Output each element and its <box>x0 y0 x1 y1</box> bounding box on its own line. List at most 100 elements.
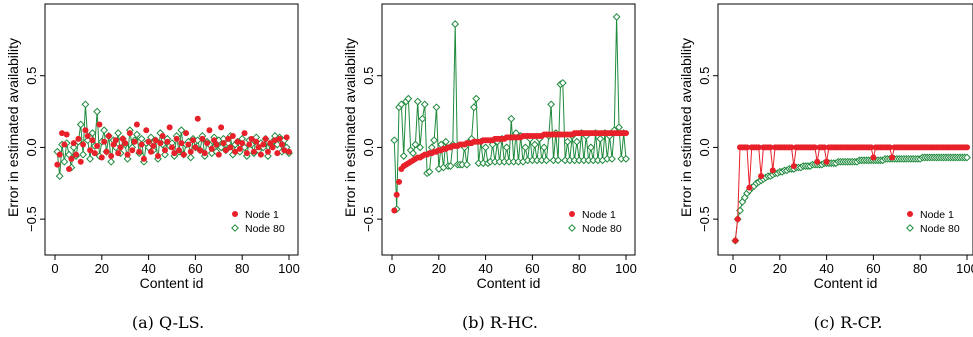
data-point <box>70 140 77 147</box>
data-point <box>411 140 420 149</box>
plot-frame <box>717 3 973 256</box>
data-point <box>586 143 595 152</box>
data-point <box>218 124 225 131</box>
data-point <box>886 144 893 151</box>
data-point <box>180 151 187 158</box>
data-point <box>147 148 154 155</box>
data-point <box>622 154 630 163</box>
data-point <box>122 140 129 147</box>
data-point <box>283 134 290 141</box>
x-tick-label: 40 <box>478 261 492 276</box>
data-point <box>76 120 85 129</box>
data-point <box>413 97 422 106</box>
data-point <box>558 78 567 87</box>
data-point <box>59 130 66 137</box>
x-tick-label: 0 <box>729 261 736 276</box>
data-point <box>441 137 450 146</box>
x-tick-label: 0 <box>388 261 395 276</box>
data-point <box>823 158 830 165</box>
x-tick-label: 100 <box>956 261 973 276</box>
data-point <box>208 145 215 152</box>
data-point <box>236 145 243 152</box>
data-point <box>154 153 161 160</box>
data-point <box>164 138 171 145</box>
data-point <box>391 207 398 214</box>
data-point <box>250 148 257 155</box>
legend-label: Node 1 <box>920 209 954 221</box>
data-point <box>123 154 132 163</box>
y-tick-label: 0.5 <box>697 67 712 85</box>
data-point <box>187 148 194 155</box>
series-node-80 <box>731 153 971 245</box>
data-point <box>56 151 63 158</box>
y-axis-label: Error in estimated availability <box>678 38 694 217</box>
data-point <box>396 178 403 185</box>
data-point <box>243 150 250 157</box>
data-point <box>133 121 140 128</box>
y-tick-label: 0.0 <box>361 138 376 156</box>
data-point <box>166 124 173 131</box>
data-point <box>868 144 875 151</box>
data-point <box>105 132 112 139</box>
subfigure-caption: (b) R-HC. <box>462 313 538 332</box>
x-axis-label: Content id <box>140 275 204 291</box>
data-point <box>507 114 516 123</box>
data-point <box>152 137 159 144</box>
x-tick-label: 80 <box>235 261 249 276</box>
x-tick-label: 60 <box>866 261 880 276</box>
data-point <box>190 137 197 144</box>
data-point <box>814 158 821 165</box>
data-point <box>206 127 213 134</box>
legend-marker <box>232 211 238 217</box>
data-point <box>239 140 246 147</box>
legend-marker <box>569 211 575 217</box>
data-point <box>87 147 94 154</box>
chart-panel-3: 0 20 40 60 80 100 −0.5 0.0 0.5 Content id Error in… <box>678 3 973 291</box>
data-point <box>811 144 818 151</box>
data-point <box>540 143 549 152</box>
data-point <box>889 154 896 161</box>
x-tick-label: 0 <box>51 261 58 276</box>
legend-marker <box>231 224 239 232</box>
data-point <box>171 150 178 157</box>
data-point <box>169 144 175 151</box>
data-point <box>469 103 478 112</box>
legend-marker <box>568 224 576 232</box>
data-point <box>430 136 439 145</box>
data-point <box>472 94 481 103</box>
data-point <box>790 163 797 170</box>
data-point <box>769 167 776 174</box>
data-point <box>197 147 204 154</box>
data-point <box>183 130 190 137</box>
data-point <box>271 137 278 144</box>
data-point <box>80 141 87 148</box>
data-point <box>612 13 621 21</box>
data-point <box>96 121 103 128</box>
data-point <box>126 130 133 137</box>
legend-marker <box>907 211 913 217</box>
y-axis-label: Error in estimated availability <box>342 38 358 217</box>
data-point <box>77 158 84 165</box>
data-point <box>397 100 406 109</box>
data-point <box>744 144 751 151</box>
data-point <box>227 144 234 151</box>
series-node-1 <box>54 115 292 172</box>
data-point <box>232 148 239 155</box>
data-point <box>143 127 150 134</box>
data-point <box>253 138 260 145</box>
data-point <box>178 140 185 147</box>
data-point <box>132 130 141 139</box>
data-point <box>177 126 186 135</box>
data-point <box>393 191 400 198</box>
data-point <box>54 161 61 168</box>
data-point <box>432 103 441 112</box>
series-node-1 <box>391 130 629 214</box>
data-point <box>409 149 417 158</box>
x-tick-label: 40 <box>819 261 833 276</box>
data-point <box>502 143 511 152</box>
data-point <box>446 162 455 170</box>
data-point <box>572 137 581 146</box>
data-point <box>101 138 108 145</box>
data-point <box>100 126 109 135</box>
data-point <box>248 135 255 142</box>
